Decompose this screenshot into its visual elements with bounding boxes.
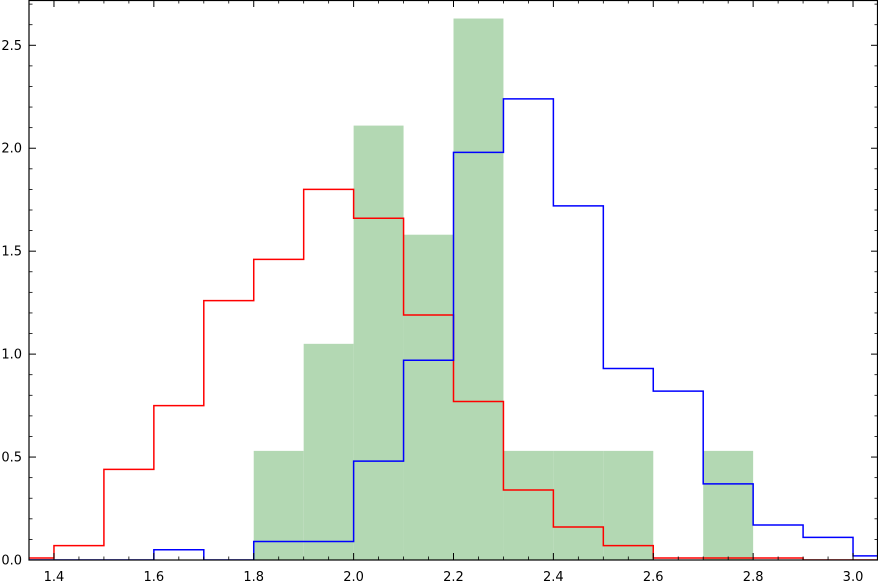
step-line-series-2	[29, 98, 878, 560]
y-tick-label: 0.0	[1, 554, 22, 569]
x-tick-label: 1.4	[44, 570, 65, 585]
bar-series0-bin-14	[703, 450, 754, 560]
x-tick-label: 1.8	[243, 570, 264, 585]
y-tick-label: 1.5	[1, 245, 22, 260]
x-tick-label: 2.0	[343, 570, 364, 585]
bar-series0-bin-5	[253, 450, 304, 560]
bar-series0-bin-10	[503, 450, 554, 560]
x-tick-label: 2.4	[543, 570, 564, 585]
bar-series0-bin-6	[303, 343, 354, 560]
bar-series0-bin-12	[603, 450, 654, 560]
x-tick-label: 2.6	[643, 570, 664, 585]
y-tick-label: 0.5	[1, 451, 22, 466]
plot-area	[29, 18, 878, 560]
y-tick-label: 1.0	[1, 348, 22, 363]
bar-series0-bin-11	[553, 450, 604, 560]
x-tick-label: 3.0	[843, 570, 864, 585]
y-tick-label: 2.0	[1, 142, 22, 157]
bar-series0-bin-8	[403, 234, 454, 560]
y-tick-label: 2.5	[1, 39, 22, 54]
bar-series0-bin-9	[453, 18, 504, 560]
x-tick-label: 2.2	[443, 570, 464, 585]
bar-series0-bin-7	[353, 125, 404, 560]
x-tick-label: 2.8	[743, 570, 764, 585]
x-tick-label: 1.6	[144, 570, 165, 585]
